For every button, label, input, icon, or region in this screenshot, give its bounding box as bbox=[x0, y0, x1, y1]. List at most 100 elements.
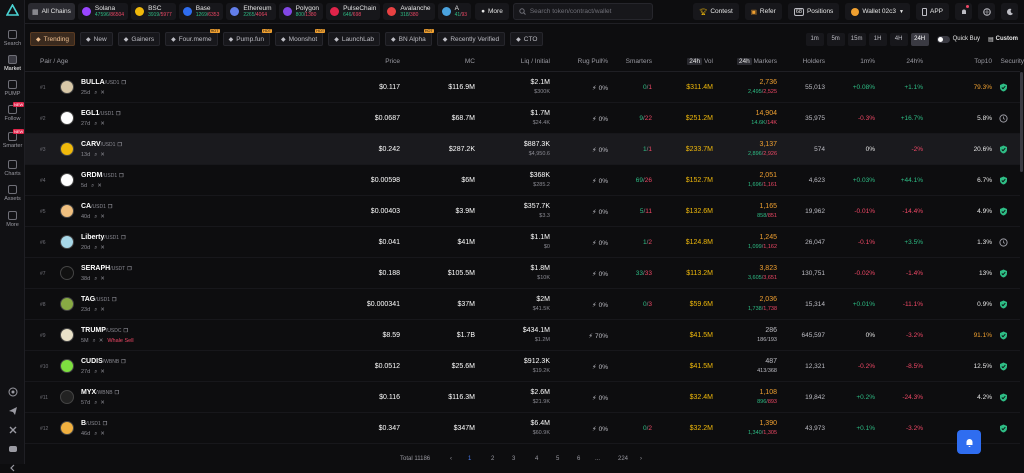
twitter-icon[interactable]: ✕ bbox=[100, 276, 105, 282]
clock-icon[interactable] bbox=[999, 114, 1008, 123]
tab-cto[interactable]: ◆ CTO bbox=[510, 32, 544, 46]
header-security[interactable]: Security bbox=[1000, 58, 1024, 65]
tab-four-meme[interactable]: ◆ Four.meme HOT bbox=[165, 29, 220, 46]
search-icon[interactable]: ⌕ bbox=[94, 152, 98, 158]
tab-recently-verified[interactable]: ◆ Recently Verified bbox=[436, 32, 506, 46]
chain-button-solana[interactable]: Solana 47596/86504 bbox=[77, 3, 129, 20]
header-1m[interactable]: 1m% bbox=[860, 58, 875, 65]
collapse-icon[interactable] bbox=[8, 463, 18, 473]
shield-check-icon[interactable] bbox=[999, 269, 1008, 278]
copy-icon[interactable]: ❐ bbox=[121, 80, 126, 86]
page-6[interactable]: 6 bbox=[577, 456, 581, 462]
search-icon[interactable]: ⌕ bbox=[94, 307, 98, 313]
scrollbar[interactable] bbox=[1020, 72, 1023, 172]
token-name[interactable]: CARV/USD1 ❐ bbox=[81, 141, 122, 148]
search-icon[interactable]: ⌕ bbox=[94, 431, 98, 437]
sidebar-item-charts[interactable]: Charts bbox=[0, 160, 25, 177]
table-row[interactable]: #8 TAG/USD1 ❐ 23d ⌕ ✕ $0.000341 $37M $2M $41.5K ⚡︎… bbox=[25, 289, 1020, 320]
positions-button[interactable]: 68 Positions bbox=[787, 3, 840, 20]
header-mc[interactable]: MC bbox=[464, 58, 475, 65]
sidebar-item-smarter[interactable]: NEW Smarter bbox=[0, 129, 25, 149]
chain-button-polygon[interactable]: Polygon 800/1380 bbox=[278, 3, 324, 20]
header-markers[interactable]: 24h Markers bbox=[736, 58, 777, 65]
token-avatar[interactable] bbox=[60, 235, 74, 249]
twitter-icon[interactable]: ✕ bbox=[100, 369, 105, 375]
page-4[interactable]: 4 bbox=[535, 456, 539, 462]
refer-button[interactable]: ▣ Refer bbox=[744, 3, 782, 20]
search-icon[interactable]: ⌕ bbox=[94, 369, 98, 375]
timeframe-1m[interactable]: 1m bbox=[805, 32, 824, 46]
table-row[interactable]: #6 Liberty/USD1 ❐ 20d ⌕ ✕ $0.041 $41M $1.1M $0 ⚡︎ 0… bbox=[25, 227, 1020, 258]
token-avatar[interactable] bbox=[60, 328, 74, 342]
theme-button[interactable] bbox=[1001, 3, 1018, 20]
language-button[interactable] bbox=[978, 3, 995, 20]
tab-launchlab[interactable]: ◆ LaunchLab bbox=[328, 32, 380, 46]
app-button[interactable]: APP bbox=[915, 3, 949, 20]
twitter-icon[interactable]: ✕ bbox=[97, 183, 102, 189]
sidebar-item-follow[interactable]: NEW Follow bbox=[0, 102, 25, 122]
sidebar-item-pump[interactable]: PUMP bbox=[0, 80, 25, 97]
settings-icon[interactable] bbox=[8, 387, 18, 397]
page-5[interactable]: 5 bbox=[556, 456, 560, 462]
timeframe-24h[interactable]: 24H bbox=[910, 32, 929, 46]
copy-icon[interactable]: ❐ bbox=[117, 142, 122, 148]
copy-icon[interactable]: ❐ bbox=[127, 266, 132, 272]
chain-button-ethereum[interactable]: Ethereum 2265/4064 bbox=[226, 3, 276, 20]
page-3[interactable]: 3 bbox=[512, 456, 516, 462]
moon-icon[interactable] bbox=[999, 238, 1008, 247]
token-name[interactable]: CA/USD1 ❐ bbox=[81, 203, 112, 210]
chain-button-a[interactable]: A 41/93 bbox=[437, 3, 472, 20]
timeframe-5m[interactable]: 5m bbox=[826, 32, 845, 46]
token-avatar[interactable] bbox=[60, 204, 74, 218]
timeframe-15m[interactable]: 15m bbox=[847, 32, 866, 46]
shield-check-icon[interactable] bbox=[999, 424, 1008, 433]
shield-check-icon[interactable] bbox=[999, 331, 1008, 340]
tab-trending[interactable]: ◆ Trending bbox=[30, 32, 76, 46]
token-avatar[interactable] bbox=[60, 266, 74, 280]
search-icon[interactable]: ⌕ bbox=[94, 214, 98, 220]
header-vol[interactable]: 24h Vol bbox=[687, 58, 713, 65]
header-smarters[interactable]: Smarters bbox=[625, 58, 652, 65]
copy-icon[interactable]: ❐ bbox=[123, 328, 128, 334]
token-avatar[interactable] bbox=[60, 359, 74, 373]
copy-icon[interactable]: ❐ bbox=[121, 235, 126, 241]
sidebar-item-more[interactable]: More bbox=[0, 211, 25, 228]
token-name[interactable]: TRUMP/USDC ❐ bbox=[81, 327, 128, 334]
twitter-icon[interactable]: ✕ bbox=[100, 431, 105, 437]
token-name[interactable]: GRDM/USD1 ❐ bbox=[81, 172, 124, 179]
header-holders[interactable]: Holders bbox=[802, 58, 825, 65]
chain-button-pulsechain[interactable]: PulseChain 646/698 bbox=[326, 3, 381, 20]
quick-buy-toggle[interactable]: Quick Buy bbox=[936, 35, 980, 43]
tab-pump-fun[interactable]: ◆ Pump.fun HOT bbox=[222, 29, 273, 46]
shield-check-icon[interactable] bbox=[999, 145, 1008, 154]
timeframe-1h[interactable]: 1H bbox=[868, 32, 887, 46]
token-name[interactable]: MYX/WBNB ❐ bbox=[81, 389, 119, 396]
twitter-icon[interactable]: ✕ bbox=[98, 338, 104, 344]
tab-bn-alpha[interactable]: ◆ BN Alpha HOT bbox=[385, 29, 434, 46]
token-name[interactable]: Liberty/USD1 ❐ bbox=[81, 234, 126, 241]
table-row[interactable]: #1 BULLA/USD1 ❐ 25d ⌕ ✕ $0.117 $116.9M $2.1M $300… bbox=[25, 72, 1020, 103]
header-top10[interactable]: Top10 bbox=[974, 58, 992, 65]
token-avatar[interactable] bbox=[60, 80, 74, 94]
copy-icon[interactable]: ❐ bbox=[112, 297, 117, 303]
twitter-icon[interactable]: ✕ bbox=[100, 121, 105, 127]
shield-check-icon[interactable] bbox=[999, 207, 1008, 216]
chain-button-bsc[interactable]: BSC 3919/5977 bbox=[131, 3, 176, 20]
table-row[interactable]: #3 CARV/USD1 ❐ 13d ⌕ ✕ $0.242 $287.2K $887.3K $4,… bbox=[25, 134, 1020, 165]
search-input[interactable]: Search token/contract/wallet bbox=[512, 3, 653, 20]
search-icon[interactable]: ⌕ bbox=[94, 90, 98, 96]
search-icon[interactable]: ⌕ bbox=[91, 183, 95, 189]
sidebar-item-market[interactable]: Market bbox=[0, 55, 25, 72]
twitter-icon[interactable] bbox=[8, 425, 18, 435]
token-name[interactable]: B/USD1 ❐ bbox=[81, 420, 107, 427]
token-name[interactable]: BULLA/USD1 ❐ bbox=[81, 79, 126, 86]
header-pair[interactable]: Pair / Age bbox=[40, 58, 69, 65]
token-name[interactable]: SERAPH/USDT ❐ bbox=[81, 265, 132, 272]
tab-gainers[interactable]: ◆ Gainers bbox=[117, 32, 161, 46]
shield-check-icon[interactable] bbox=[999, 176, 1008, 185]
table-row[interactable]: #7 SERAPH/USDT ❐ 38d ⌕ ✕ $0.188 $105.5M $1.8M $10… bbox=[25, 258, 1020, 289]
tab-new[interactable]: ◆ New bbox=[80, 32, 113, 46]
shield-check-icon[interactable] bbox=[999, 393, 1008, 402]
prev-page-icon[interactable]: ‹ bbox=[450, 456, 452, 462]
header-rug[interactable]: Rug Pull% bbox=[577, 58, 608, 65]
